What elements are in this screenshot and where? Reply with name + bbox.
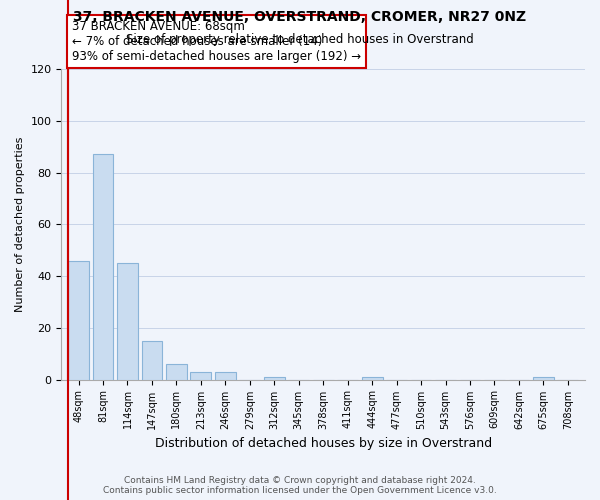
Bar [68,260,89,380]
Bar [92,154,113,380]
Bar [533,377,554,380]
Bar [166,364,187,380]
Text: Size of property relative to detached houses in Overstrand: Size of property relative to detached ho… [126,32,474,46]
Text: Contains HM Land Registry data © Crown copyright and database right 2024.
Contai: Contains HM Land Registry data © Crown c… [103,476,497,495]
Y-axis label: Number of detached properties: Number of detached properties [15,136,25,312]
Bar [362,377,383,380]
Bar [215,372,236,380]
Bar [264,377,284,380]
Bar [190,372,211,380]
Text: 37, BRACKEN AVENUE, OVERSTRAND, CROMER, NR27 0NZ: 37, BRACKEN AVENUE, OVERSTRAND, CROMER, … [73,10,527,24]
Bar [117,263,138,380]
Text: 37 BRACKEN AVENUE: 68sqm
← 7% of detached houses are smaller (14)
93% of semi-de: 37 BRACKEN AVENUE: 68sqm ← 7% of detache… [72,20,361,63]
X-axis label: Distribution of detached houses by size in Overstrand: Distribution of detached houses by size … [155,437,492,450]
Bar [142,340,163,380]
